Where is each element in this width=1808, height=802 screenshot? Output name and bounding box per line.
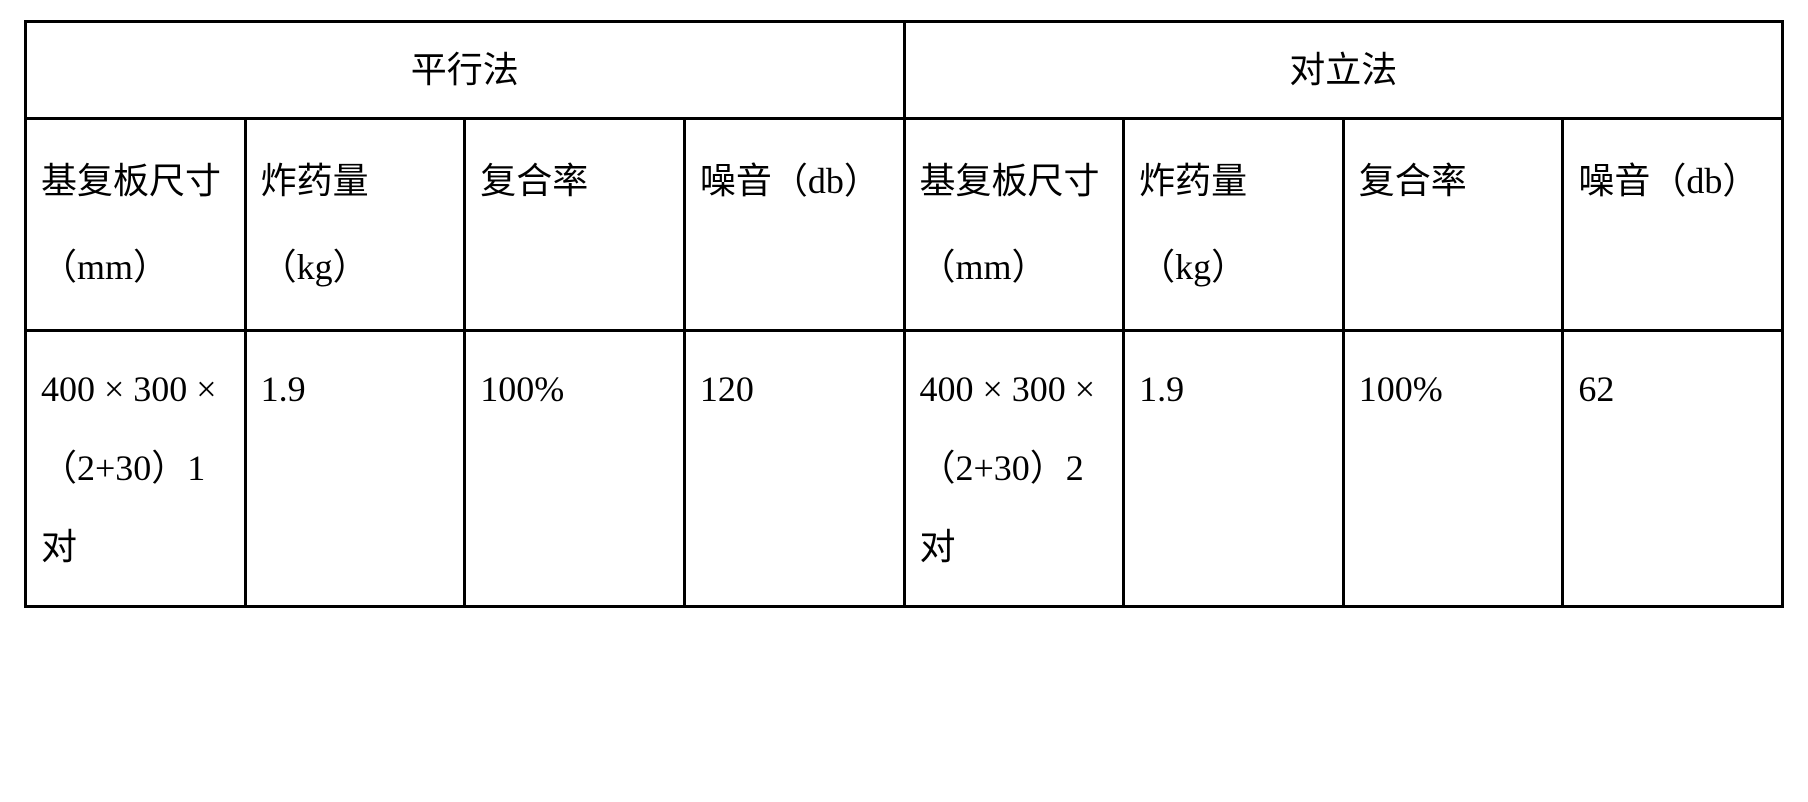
table-subheader-row: 基复板尺寸（mm） 炸药量（kg） 复合率 噪音（db） 基复板尺寸（mm） 炸… [26, 119, 1783, 331]
cell-right-rate: 100% [1343, 330, 1563, 607]
cell-right-amount: 1.9 [1124, 330, 1344, 607]
subheader-right-rate: 复合率 [1343, 119, 1563, 331]
cell-left-size: 400 × 300 ×（2+30）1 对 [26, 330, 246, 607]
cell-right-noise: 62 [1563, 330, 1783, 607]
cell-left-noise: 120 [684, 330, 904, 607]
subheader-left-amount: 炸药量（kg） [245, 119, 465, 331]
cell-right-size: 400 × 300 ×（2+30）2 对 [904, 330, 1124, 607]
subheader-right-noise: 噪音（db） [1563, 119, 1783, 331]
cell-left-amount: 1.9 [245, 330, 465, 607]
header-group-right: 对立法 [904, 22, 1783, 119]
comparison-table-container: 平行法 对立法 基复板尺寸（mm） 炸药量（kg） 复合率 噪音（db） 基复板… [24, 20, 1784, 608]
subheader-right-amount: 炸药量（kg） [1124, 119, 1344, 331]
subheader-left-size: 基复板尺寸（mm） [26, 119, 246, 331]
subheader-right-size: 基复板尺寸（mm） [904, 119, 1124, 331]
subheader-left-noise: 噪音（db） [684, 119, 904, 331]
subheader-left-rate: 复合率 [465, 119, 685, 331]
cell-left-rate: 100% [465, 330, 685, 607]
comparison-table: 平行法 对立法 基复板尺寸（mm） 炸药量（kg） 复合率 噪音（db） 基复板… [24, 20, 1784, 608]
header-group-left: 平行法 [26, 22, 905, 119]
table-header-row: 平行法 对立法 [26, 22, 1783, 119]
table-data-row: 400 × 300 ×（2+30）1 对 1.9 100% 120 400 × … [26, 330, 1783, 607]
